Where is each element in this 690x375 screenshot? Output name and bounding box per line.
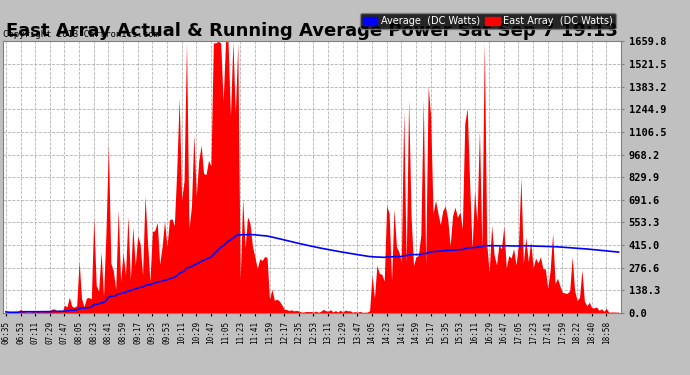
Title: East Array Actual & Running Average Power Sat Sep 7 19:13: East Array Actual & Running Average Powe…: [6, 22, 618, 40]
Text: Copyright 2013 Cartronics.com: Copyright 2013 Cartronics.com: [3, 30, 159, 39]
Legend: Average  (DC Watts), East Array  (DC Watts): Average (DC Watts), East Array (DC Watts…: [359, 13, 616, 29]
